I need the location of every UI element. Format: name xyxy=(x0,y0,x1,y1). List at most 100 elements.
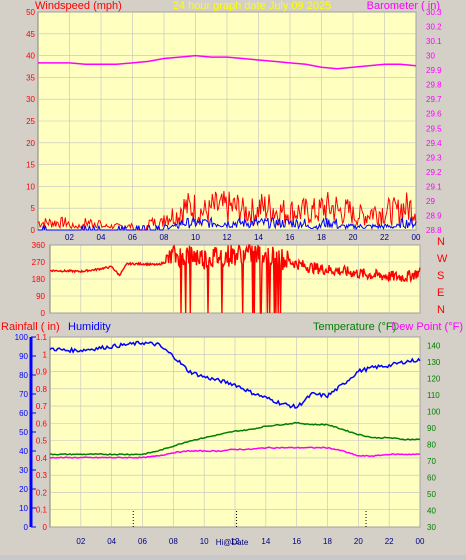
windspeed-tick-label: 5 xyxy=(31,204,36,213)
wind-baro-grid xyxy=(38,11,417,231)
humidity-x-tick-label: 20 xyxy=(354,537,363,546)
wind-x-tick-label: 12 xyxy=(223,233,232,242)
compass-label: S xyxy=(437,270,444,282)
wind-x-tick-label: 04 xyxy=(97,233,106,242)
wind-x-tick-label: 08 xyxy=(160,233,169,242)
humidity-x-tick-label: 14 xyxy=(261,537,270,546)
humidity-tick-label: 100 xyxy=(15,333,29,342)
humidity-line xyxy=(49,340,421,409)
barometer-tick-label: 30.1 xyxy=(426,37,442,46)
humidity-tick-label: 70 xyxy=(19,390,28,399)
barometer-tick-label: 28.8 xyxy=(426,226,442,235)
humidity-x-tick-label: 12 xyxy=(231,537,240,546)
windspeed-average-line xyxy=(38,216,417,231)
windspeed-tick-label: 25 xyxy=(26,117,35,126)
humidity-x-tick-label: 08 xyxy=(169,537,178,546)
barometer-tick-label: 30 xyxy=(426,52,435,61)
wind-x-tick-label: 06 xyxy=(128,233,137,242)
direction-tick-label: 180 xyxy=(32,275,46,284)
windspeed-gust-line xyxy=(37,191,417,231)
temperature-tick-label: 40 xyxy=(427,506,436,515)
rainfall-tick-label: 0.2 xyxy=(36,488,48,497)
hi-date-label: Hi@Date xyxy=(216,538,249,547)
humidity-temp-grid xyxy=(50,336,421,528)
humidity-x-tick-label: 06 xyxy=(138,537,147,546)
wind-x-tick-label: 14 xyxy=(254,233,263,242)
barometer-tick-label: 29.3 xyxy=(426,153,442,162)
barometer-title: Barometer ( in) xyxy=(367,0,440,12)
humidity-x-tick-label: 22 xyxy=(385,537,394,546)
windspeed-tick-label: 45 xyxy=(26,30,35,39)
humidity-tick-label: 0 xyxy=(24,523,29,532)
rainfall-tick-label: 0 xyxy=(43,523,48,532)
dew-point-line xyxy=(49,446,421,459)
barometer-tick-label: 29.7 xyxy=(426,95,442,104)
barometer-tick-label: 30.3 xyxy=(426,8,442,17)
temperature-tick-label: 140 xyxy=(427,341,441,350)
humidity-tick-label: 50 xyxy=(19,428,28,437)
windspeed-tick-label: 20 xyxy=(26,139,35,148)
temperature-tick-label: 60 xyxy=(427,473,436,482)
barometer-line xyxy=(38,54,417,70)
barometer-tick-label: 29.6 xyxy=(426,110,442,119)
windspeed-title: Windspeed (mph) xyxy=(35,0,122,12)
direction-tick-label: 0 xyxy=(41,309,46,318)
windspeed-tick-label: 50 xyxy=(26,8,35,17)
wind-baro-axes: 0 5 10 15 20 25 30 35 40 45 50 28.8 28.9 29 29.1 29.2 29… xyxy=(26,8,442,242)
humidity-temp-plot xyxy=(49,340,421,527)
humidity-temp-axes: 010203040506070809010000.10.20.30.40.50.… xyxy=(15,333,441,547)
dew-point-title: Dew Point (°F) xyxy=(391,321,463,333)
wind-direction-plot xyxy=(49,244,421,314)
barometer-tick-label: 29.4 xyxy=(426,139,442,148)
wind-baro-plot xyxy=(37,54,417,231)
rainfall-tick-label: 1 xyxy=(43,350,48,359)
compass-label: N xyxy=(437,236,445,248)
wind-x-tick-label: 22 xyxy=(380,233,389,242)
temperature-tick-label: 100 xyxy=(427,407,441,416)
humidity-x-tick-label: 04 xyxy=(107,537,116,546)
direction-tick-label: 360 xyxy=(32,241,46,250)
humidity-x-tick-label: 02 xyxy=(76,537,85,546)
humidity-tick-label: 40 xyxy=(19,447,28,456)
temperature-title: Temperature (°F) xyxy=(313,321,396,333)
temperature-tick-label: 30 xyxy=(427,523,436,532)
rainfall-tick-label: 0.3 xyxy=(36,471,48,480)
temperature-tick-label: 90 xyxy=(427,424,436,433)
wind-x-tick-label: 18 xyxy=(317,233,326,242)
barometer-tick-label: 28.9 xyxy=(426,211,442,220)
temperature-tick-label: 120 xyxy=(427,374,441,383)
temperature-tick-label: 130 xyxy=(427,358,441,367)
rainfall-tick-label: 1.1 xyxy=(36,333,48,342)
wind-x-tick-label: 10 xyxy=(191,233,200,242)
barometer-tick-label: 29 xyxy=(426,197,435,206)
temperature-tick-label: 70 xyxy=(427,457,436,466)
temperature-line xyxy=(49,421,421,456)
temperature-tick-label: 50 xyxy=(427,490,436,499)
humidity-tick-label: 90 xyxy=(19,352,28,361)
rainfall-tick-label: 0.4 xyxy=(36,454,48,463)
chart-date-title: 24 hour graph date July 09 2025 xyxy=(173,0,331,12)
barometer-tick-label: 29.9 xyxy=(426,66,442,75)
humidity-tick-label: 10 xyxy=(19,504,28,513)
windspeed-tick-label: 0 xyxy=(31,226,36,235)
rainfall-title: Rainfall ( in) xyxy=(1,321,60,333)
rainfall-tick-label: 0.9 xyxy=(36,368,48,377)
humidity-tick-label: 20 xyxy=(19,485,28,494)
rainfall-tick-label: 0.8 xyxy=(36,385,48,394)
compass-label: W xyxy=(437,253,448,265)
wind-x-tick-label: 02 xyxy=(65,233,74,242)
humidity-tick-label: 80 xyxy=(19,371,28,380)
wind-x-tick-label: 00 xyxy=(412,233,421,242)
wind-direction-line xyxy=(49,244,421,314)
humidity-x-tick-label: 10 xyxy=(200,537,209,546)
rainfall-tick-label: 0.1 xyxy=(36,506,48,515)
windspeed-tick-label: 10 xyxy=(26,182,35,191)
humidity-title: Humidity xyxy=(68,321,111,333)
compass-label: N xyxy=(437,304,445,316)
temperature-tick-label: 110 xyxy=(427,391,440,400)
temperature-tick-label: 80 xyxy=(427,440,436,449)
compass-label: E xyxy=(437,287,444,299)
